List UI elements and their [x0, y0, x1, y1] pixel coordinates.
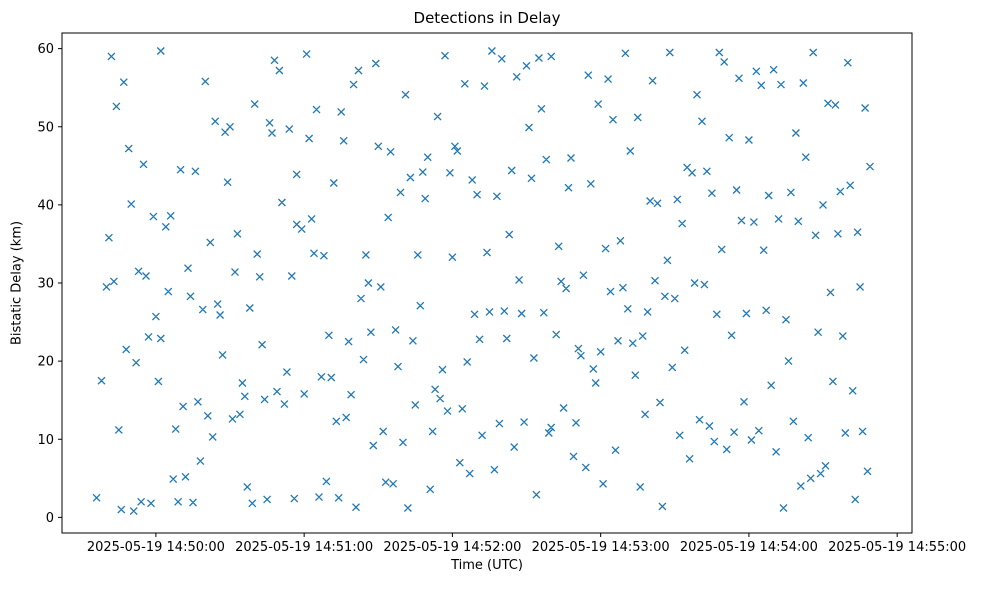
x-axis-label: Time (UTC)	[451, 558, 523, 573]
x-tick-label: 2025-05-19 14:53:00	[532, 540, 670, 555]
y-tick-label: 40	[37, 198, 54, 213]
y-axis-label: Bistatic Delay (km)	[9, 220, 25, 346]
x-tick-label: 2025-05-19 14:55:00	[828, 540, 966, 555]
y-tick-label: 30	[37, 277, 54, 292]
axes-spines	[61, 32, 913, 534]
y-tick-label: 50	[37, 120, 54, 135]
y-tick-label: 20	[37, 355, 54, 370]
scatter-points	[92, 47, 874, 516]
x-tick-label: 2025-05-19 14:52:00	[383, 540, 521, 555]
y-tick-label: 10	[37, 433, 54, 448]
x-tick-label: 2025-05-19 14:54:00	[680, 540, 818, 555]
y-tick-label: 60	[37, 42, 54, 57]
chart-title: Detections in Delay	[413, 9, 561, 27]
x-tick-label: 2025-05-19 14:50:00	[87, 540, 225, 555]
x-tick-label: 2025-05-19 14:51:00	[235, 540, 373, 555]
y-tick-label: 0	[46, 511, 54, 526]
